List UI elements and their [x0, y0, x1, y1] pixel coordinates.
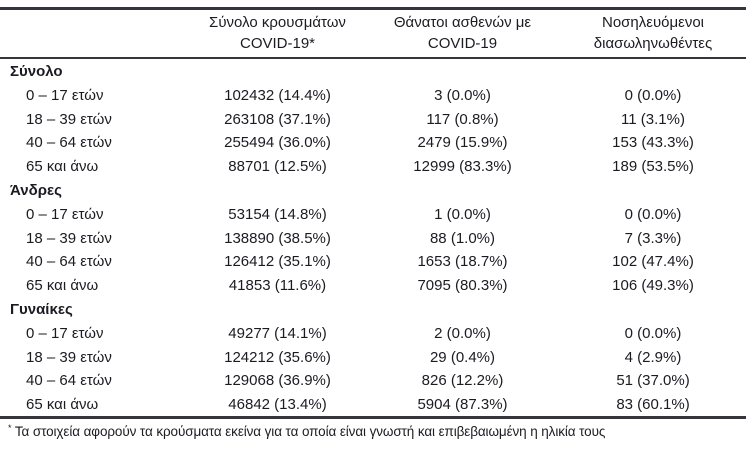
- header-separator-rule: [0, 56, 746, 59]
- table-row: 40 – 64 ετών 126412 (35.1%) 1653 (18.7%)…: [0, 250, 746, 274]
- table-row: 0 – 17 ετών 53154 (14.8%) 1 (0.0%) 0 (0.…: [0, 203, 746, 227]
- table-row: 65 και άνω 41853 (11.6%) 7095 (80.3%) 10…: [0, 274, 746, 298]
- table-row: 18 – 39 ετών 138890 (38.5%) 88 (1.0%) 7 …: [0, 227, 746, 251]
- table-row: 65 και άνω 46842 (13.4%) 5904 (87.3%) 83…: [0, 393, 746, 417]
- deaths-value: 5904 (87.3%): [417, 395, 508, 413]
- row-label: 18 – 39 ετών: [26, 229, 112, 247]
- row-label: 40 – 64 ετών: [26, 134, 112, 152]
- section-header-men: Άνδρες: [0, 178, 746, 203]
- covid-age-statistics-table: Σύνολο κρουσμάτων COVID-19* Θάνατοι ασθε…: [0, 7, 746, 439]
- bottom-rule: [0, 416, 746, 419]
- header-intubated-line2: διασωληνωθέντες: [593, 35, 713, 52]
- intubated-value: 102 (47.4%): [612, 253, 694, 271]
- footnote-text: Τα στοιχεία αφορούν τα κρούσματα εκείνα …: [14, 423, 606, 439]
- table-row: 18 – 39 ετών 124212 (35.6%) 29 (0.4%) 4 …: [0, 346, 746, 370]
- intubated-value: 0 (0.0%): [624, 325, 682, 343]
- row-label: 18 – 39 ετών: [26, 110, 112, 128]
- table-row: 18 – 39 ετών 263108 (37.1%) 117 (0.8%) 1…: [0, 108, 746, 132]
- header-total-cases: Σύνολο κρουσμάτων COVID-19*: [190, 12, 365, 54]
- header-intubated: Νοσηλευόμενοι διασωληνωθέντες: [560, 12, 746, 54]
- cases-value: 124212 (35.6%): [224, 348, 331, 366]
- deaths-value: 826 (12.2%): [421, 372, 504, 390]
- cases-value: 129068 (36.9%): [224, 372, 331, 390]
- deaths-value: 2479 (15.9%): [417, 134, 508, 152]
- cases-value: 46842 (13.4%): [228, 395, 327, 413]
- intubated-value: 7 (3.3%): [624, 229, 682, 247]
- table-body: Σύνολο 0 – 17 ετών 102432 (14.4%) 3 (0.0…: [0, 59, 746, 416]
- table-row: 0 – 17 ετών 102432 (14.4%) 3 (0.0%) 0 (0…: [0, 84, 746, 108]
- intubated-value: 0 (0.0%): [624, 87, 682, 105]
- intubated-value: 0 (0.0%): [624, 206, 682, 224]
- cases-value: 88701 (12.5%): [228, 157, 327, 175]
- footnote-marker: *: [8, 422, 12, 433]
- table-row: 0 – 17 ετών 49277 (14.1%) 2 (0.0%) 0 (0.…: [0, 322, 746, 346]
- table-row: 40 – 64 ετών 129068 (36.9%) 826 (12.2%) …: [0, 369, 746, 393]
- cases-value: 255494 (36.0%): [224, 134, 331, 152]
- intubated-value: 11 (3.1%): [621, 110, 685, 128]
- deaths-value: 3 (0.0%): [434, 87, 491, 105]
- section-header-total: Σύνολο: [0, 59, 746, 84]
- deaths-value: 1653 (18.7%): [417, 253, 508, 271]
- intubated-value: 106 (49.3%): [612, 276, 694, 294]
- deaths-value: 2 (0.0%): [434, 325, 491, 343]
- table-row: 65 και άνω 88701 (12.5%) 12999 (83.3%) 1…: [0, 155, 746, 179]
- row-label: 65 και άνω: [26, 395, 99, 413]
- intubated-value: 4 (2.9%): [624, 348, 682, 366]
- header-deaths-line1: Θάνατοι ασθενών με: [393, 14, 532, 31]
- header-total-cases-line1: Σύνολο κρουσμάτων: [209, 14, 346, 31]
- intubated-value: 153 (43.3%): [612, 134, 694, 152]
- row-label: 65 και άνω: [26, 276, 99, 294]
- deaths-value: 12999 (83.3%): [413, 157, 512, 175]
- section-label: Άνδρες: [10, 182, 62, 199]
- deaths-value: 1 (0.0%): [434, 206, 491, 224]
- cases-value: 49277 (14.1%): [228, 325, 327, 343]
- deaths-value: 117 (0.8%): [426, 110, 499, 128]
- cases-value: 53154 (14.8%): [228, 206, 327, 224]
- row-label: 18 – 39 ετών: [26, 348, 112, 366]
- header-deaths: Θάνατοι ασθενών με COVID-19: [365, 12, 560, 54]
- row-label: 0 – 17 ετών: [26, 325, 104, 343]
- section-label: Σύνολο: [10, 63, 63, 80]
- intubated-value: 83 (60.1%): [616, 395, 690, 413]
- section-header-women: Γυναίκες: [0, 297, 746, 322]
- deaths-value: 88 (1.0%): [429, 229, 496, 247]
- intubated-value: 51 (37.0%): [616, 372, 690, 390]
- intubated-value: 189 (53.5%): [612, 157, 694, 175]
- table-header-row: Σύνολο κρουσμάτων COVID-19* Θάνατοι ασθε…: [0, 10, 746, 57]
- row-label: 0 – 17 ετών: [26, 87, 104, 105]
- top-rule: [0, 7, 746, 10]
- cases-value: 41853 (11.6%): [228, 276, 327, 294]
- deaths-value: 7095 (80.3%): [417, 276, 508, 294]
- header-intubated-line1: Νοσηλευόμενοι: [601, 14, 704, 31]
- deaths-value: 29 (0.4%): [429, 348, 496, 366]
- header-total-cases-line2: COVID-19*: [239, 35, 316, 52]
- cases-value: 263108 (37.1%): [224, 110, 331, 128]
- cases-value: 126412 (35.1%): [224, 253, 331, 271]
- header-deaths-line2: COVID-19: [427, 35, 498, 52]
- footnote: * Τα στοιχεία αφορούν τα κρούσματα εκείν…: [0, 422, 746, 439]
- row-label: 40 – 64 ετών: [26, 253, 112, 271]
- table-row: 40 – 64 ετών 255494 (36.0%) 2479 (15.9%)…: [0, 131, 746, 155]
- row-label: 65 και άνω: [26, 157, 99, 175]
- cases-value: 102432 (14.4%): [224, 87, 331, 105]
- section-label: Γυναίκες: [10, 301, 73, 318]
- cases-value: 138890 (38.5%): [224, 229, 331, 247]
- row-label: 40 – 64 ετών: [26, 372, 112, 390]
- row-label: 0 – 17 ετών: [26, 206, 104, 224]
